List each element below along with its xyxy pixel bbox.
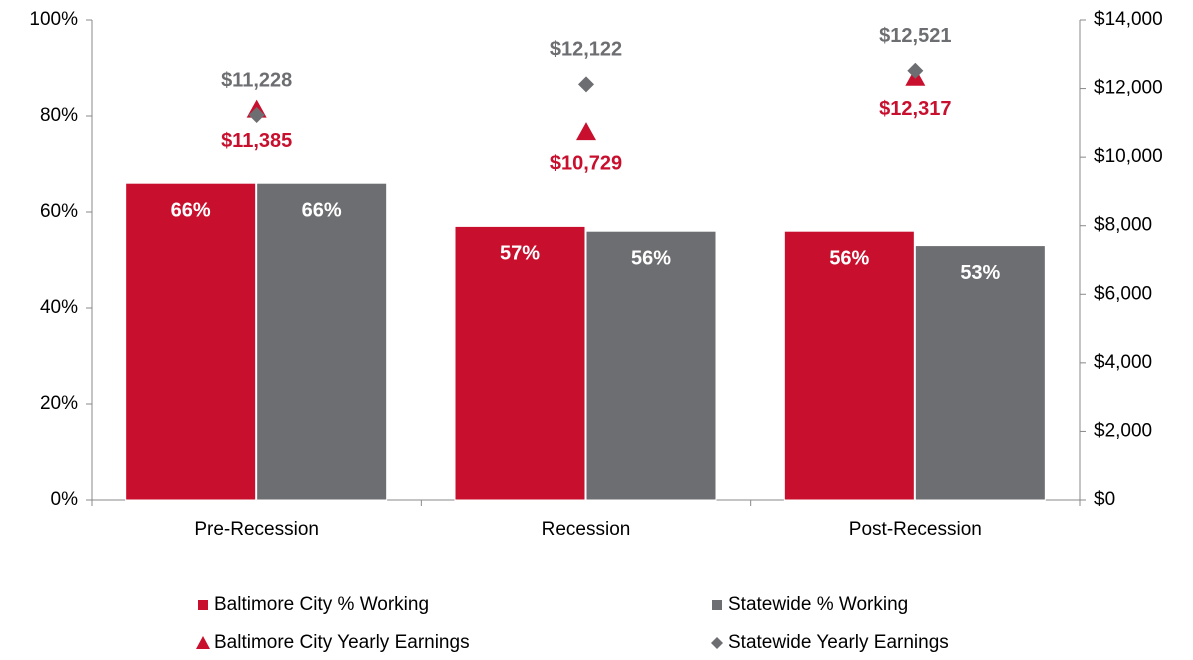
bar (454, 225, 586, 501)
y-tick-label: 20% (40, 393, 78, 414)
triangle-marker (576, 122, 596, 141)
y2-tick-label: $12,000 (1094, 78, 1163, 99)
y2-tick-label: $8,000 (1094, 215, 1152, 236)
bar (256, 182, 388, 501)
value-label: $12,317 (879, 98, 951, 120)
bar-label: 57% (500, 243, 540, 265)
legend-marker (198, 600, 208, 610)
y2-tick-label: $6,000 (1094, 283, 1152, 304)
bar-label: 66% (302, 199, 342, 221)
x-tick-label: Pre-Recession (194, 519, 319, 540)
legend-marker (196, 636, 210, 649)
y2-tick-label: $0 (1094, 489, 1115, 510)
bar (585, 230, 717, 501)
bar (783, 230, 915, 501)
x-tick-label: Post-Recession (849, 519, 982, 540)
y2-tick-label: $10,000 (1094, 146, 1163, 167)
diamond-marker (248, 107, 265, 124)
legend-label: Baltimore City % Working (214, 594, 429, 615)
y-tick-label: 0% (51, 489, 79, 510)
y-tick-label: 80% (40, 105, 78, 126)
legend-label: Statewide Yearly Earnings (728, 632, 949, 653)
y2-tick-label: $14,000 (1094, 9, 1163, 30)
value-label: $10,729 (550, 152, 622, 174)
diamond-marker (578, 76, 594, 93)
y-tick-label: 60% (40, 201, 78, 222)
bar-label: 66% (171, 199, 211, 221)
bar (125, 182, 257, 501)
value-label: $11,228 (221, 69, 292, 91)
bar-label: 53% (960, 262, 1000, 284)
legend-marker (711, 637, 723, 649)
bar-label: 56% (829, 247, 869, 269)
value-label: $11,385 (221, 130, 292, 152)
bar-label: 56% (631, 247, 671, 269)
diamond-marker (907, 62, 924, 79)
bar (914, 245, 1046, 501)
legend-label: Baltimore City Yearly Earnings (214, 632, 470, 653)
y-tick-label: 40% (40, 297, 78, 318)
x-tick-label: Recession (542, 519, 631, 540)
y2-tick-label: $4,000 (1094, 352, 1152, 373)
legend-label: Statewide % Working (728, 594, 908, 615)
y-tick-label: 100% (29, 9, 78, 30)
value-label: $12,122 (550, 39, 622, 61)
value-label: $12,521 (879, 25, 951, 47)
legend-marker (712, 600, 722, 610)
y2-tick-label: $2,000 (1094, 420, 1152, 441)
